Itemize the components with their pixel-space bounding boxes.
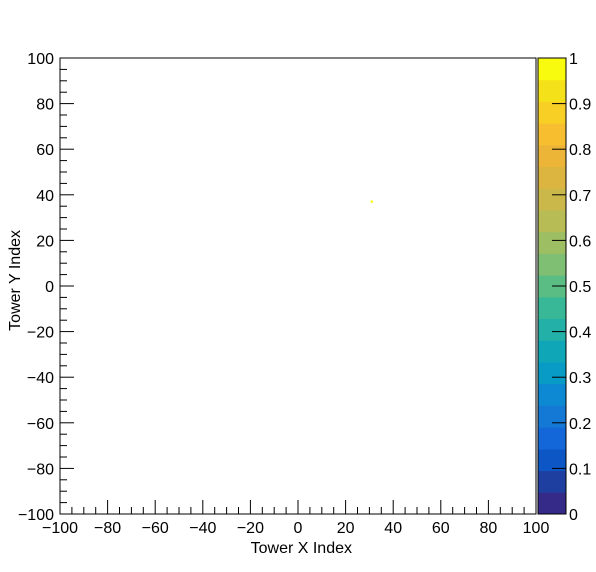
y-tick-label: 40 (36, 188, 54, 205)
colorbar-segment (538, 492, 566, 515)
colorbar-segment (538, 79, 566, 102)
colorbar-segment (538, 123, 566, 146)
y-tick-label: −20 (27, 325, 54, 342)
x-tick-label: −20 (237, 520, 264, 537)
x-axis-label: Tower X Index (251, 540, 352, 557)
colorbar-segment (538, 101, 566, 124)
colorbar-segment (538, 188, 566, 211)
x-tick-label: 40 (384, 520, 402, 537)
x-tick-label: −100 (42, 520, 78, 537)
colorbar: 0 0.1 0.2 0.3 0.4 0.5 0.6 0.7 0.8 0.9 1 (537, 51, 591, 524)
colorbar-tick-label: 0.9 (569, 97, 591, 114)
colorbar-segment (538, 470, 566, 493)
colorbar-segment (538, 405, 566, 428)
y-tick-label: 80 (36, 97, 54, 114)
plot-frame (59, 57, 537, 515)
colorbar-tick-label: 0.8 (569, 142, 591, 159)
y-tick-label: −60 (27, 416, 54, 433)
y-tick-label: 60 (36, 142, 54, 159)
heatmap-cells (370, 200, 373, 203)
x-tick-label: 100 (523, 520, 550, 537)
colorbar-tick-label: 0.5 (569, 279, 591, 296)
y-axis-label: Tower Y Index (7, 230, 24, 331)
colorbar-segment (538, 383, 566, 406)
x-tick-label: −80 (94, 520, 121, 537)
y-tick-label: −40 (27, 370, 54, 387)
colorbar-segment (538, 231, 566, 254)
colorbar-tick-label: 1 (569, 51, 578, 68)
colorbar-tick-label: 0 (569, 507, 578, 524)
colorbar-tick-label: 0.4 (569, 325, 591, 342)
colorbar-tick-label: 0.6 (569, 233, 591, 250)
colorbar-segment (538, 340, 566, 363)
x-tick-label: 80 (480, 520, 498, 537)
colorbar-tick-label: 0.2 (569, 416, 591, 433)
colorbar-segment (538, 296, 566, 320)
colorbar-segment (538, 253, 566, 276)
colorbar-tick-label: 0.7 (569, 188, 591, 205)
colorbar-segment (538, 362, 566, 385)
colorbar-segment (538, 448, 566, 472)
x-tick-label: 20 (337, 520, 355, 537)
y-tick-label: 0 (45, 279, 54, 296)
colorbar-tick-label: 0.1 (569, 461, 591, 478)
y-tick-label: −100 (18, 507, 54, 524)
x-axis: −100 −80 −60 −40 −20 0 20 40 60 80 100 (42, 500, 549, 537)
colorbar-segment (538, 318, 566, 341)
colorbar-segment (538, 144, 566, 168)
y-tick-label: 100 (27, 51, 54, 68)
colorbar-segment (538, 427, 566, 450)
heatmap-cell (370, 200, 373, 203)
x-tick-label: −40 (189, 520, 216, 537)
y-tick-label: 20 (36, 233, 54, 250)
colorbar-tick-label: 0.3 (569, 370, 591, 387)
y-axis: −100 −80 −60 −40 −20 0 20 40 60 80 100 (18, 51, 74, 524)
x-tick-label: 0 (294, 520, 303, 537)
colorbar-segment (538, 210, 566, 233)
y-tick-label: −80 (27, 461, 54, 478)
x-tick-label: 60 (432, 520, 450, 537)
colorbar-segment (538, 58, 566, 81)
x-tick-label: −60 (142, 520, 169, 537)
colorbar-segment (538, 166, 566, 189)
